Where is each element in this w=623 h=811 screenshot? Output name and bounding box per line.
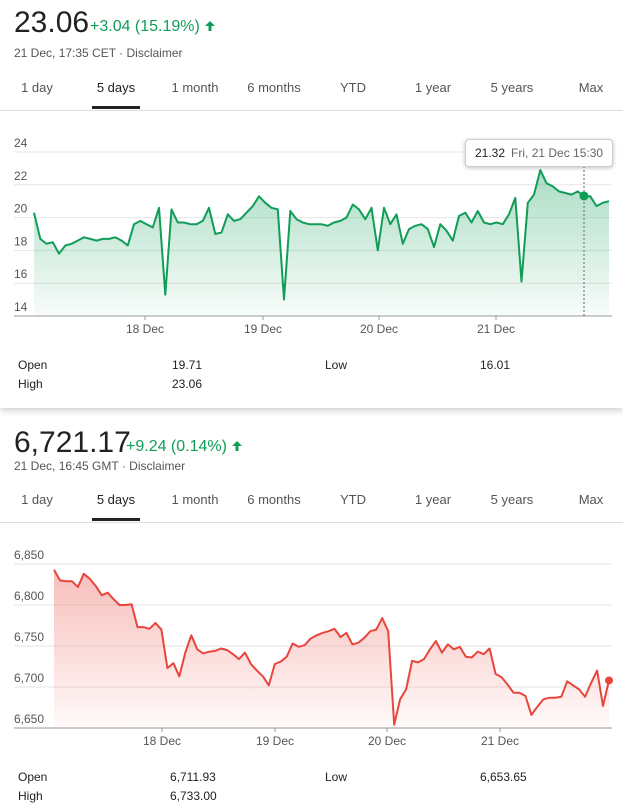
price-change: +3.04 (15.19%) — [90, 18, 216, 36]
y-tick-label: 20 — [14, 202, 28, 216]
range-tabs: 1 day 5 days 1 month 6 months YTD 1 year… — [0, 482, 623, 523]
high-value: 23.06 — [172, 377, 203, 391]
arrow-up-icon — [204, 18, 216, 35]
x-tick-label: 19 Dec — [244, 322, 282, 336]
price-line — [53, 569, 610, 726]
y-tick-label: 6,700 — [14, 671, 44, 685]
y-tick-label: 16 — [14, 267, 28, 281]
y-tick-label: 6,850 — [14, 548, 44, 562]
tab-ytd[interactable]: YTD — [340, 80, 366, 95]
y-tick-label: 6,750 — [14, 630, 44, 644]
area-fill — [54, 569, 609, 728]
x-tick-label: 18 Dec — [143, 734, 181, 748]
tab-1-month[interactable]: 1 month — [171, 492, 219, 507]
highlight-point — [579, 191, 589, 201]
price-value: 23.06 — [14, 6, 90, 39]
x-tick-label: 18 Dec — [126, 322, 164, 336]
low-value: 6,653.65 — [480, 770, 527, 784]
tab-1-day[interactable]: 1 day — [21, 80, 53, 95]
tooltip-value: 21.32 — [475, 146, 506, 160]
y-tick-label: 6,650 — [14, 712, 44, 726]
x-tick-label: 21 Dec — [477, 322, 515, 336]
y-tick-label: 6,800 — [14, 589, 44, 603]
low-value: 16.01 — [480, 358, 511, 372]
range-tabs: 1 day 5 days 1 month 6 months YTD 1 year… — [0, 70, 623, 111]
high-label: High — [18, 377, 43, 391]
y-tick-label: 22 — [14, 169, 28, 183]
tab-5-days[interactable]: 5 days — [92, 482, 140, 521]
tab-max[interactable]: Max — [578, 492, 604, 507]
tab-6-months[interactable]: 6 months — [247, 80, 301, 95]
high-label: High — [18, 789, 43, 803]
low-label: Low — [325, 358, 348, 372]
x-tick-label: 21 Dec — [481, 734, 519, 748]
tab-1-month[interactable]: 1 month — [171, 80, 219, 95]
tab-max[interactable]: Max — [578, 80, 604, 95]
chart-tooltip: 21.32 Fri, 21 Dec 15:30 — [465, 139, 614, 167]
open-label: Open — [18, 770, 48, 784]
price-value: 6,721.17 — [14, 426, 131, 459]
tab-1-day[interactable]: 1 day — [21, 492, 53, 507]
high-value: 6,733.00 — [170, 789, 217, 803]
tab-5-years[interactable]: 5 years — [490, 492, 534, 507]
x-tick-label: 20 Dec — [368, 734, 406, 748]
y-tick-label: 18 — [14, 234, 28, 248]
low-label: Low — [325, 770, 348, 784]
price-chart-2[interactable]: 6,850 6,800 6,750 6,700 6,650 18 Dec 19 Dec 20 … — [0, 412, 623, 757]
price-change-text: +9.24 (0.14%) — [126, 438, 227, 455]
arrow-up-icon — [231, 438, 243, 455]
tab-ytd[interactable]: YTD — [340, 492, 366, 507]
price-chart-1[interactable]: 24 22 20 18 16 14 18 Dec 19 Dec 20 Dec 21 Dec — [0, 0, 623, 345]
open-value: 19.71 — [172, 358, 203, 372]
y-tick-label: 24 — [14, 136, 28, 150]
tab-1-year[interactable]: 1 year — [414, 492, 452, 507]
x-tick-label: 19 Dec — [256, 734, 294, 748]
price-line — [33, 169, 610, 301]
tab-5-days[interactable]: 5 days — [92, 70, 140, 109]
price-change-text: +3.04 (15.19%) — [90, 18, 200, 35]
area-fill — [34, 170, 609, 316]
y-tick-label: 14 — [14, 300, 28, 314]
tab-6-months[interactable]: 6 months — [247, 492, 301, 507]
endpoint-point — [605, 676, 613, 685]
price-change: +9.24 (0.14%) — [126, 438, 243, 456]
open-value: 6,711.93 — [170, 770, 216, 784]
stock-panel-1: 23.06 +3.04 (15.19%) 21 Dec, 17:35 CET ·… — [0, 0, 623, 391]
x-tick-label: 20 Dec — [360, 322, 398, 336]
tab-1-year[interactable]: 1 year — [414, 80, 452, 95]
tab-5-years[interactable]: 5 years — [490, 80, 534, 95]
stock-panel-2: 6,721.17 +9.24 (0.14%) 21 Dec, 16:45 GMT… — [0, 412, 623, 811]
timestamp: 21 Dec, 16:45 GMT · Disclaimer — [14, 459, 186, 473]
tooltip-date: Fri, 21 Dec 15:30 — [511, 146, 604, 160]
timestamp: 21 Dec, 17:35 CET · Disclaimer — [14, 46, 183, 60]
open-label: Open — [18, 358, 48, 372]
